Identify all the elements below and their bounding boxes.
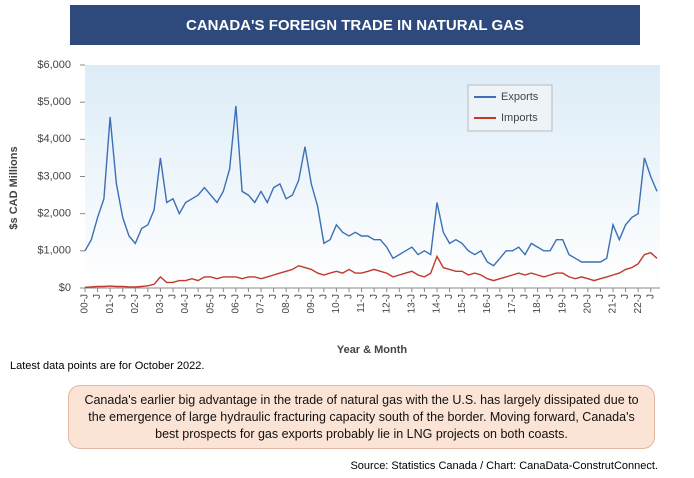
title-banner [70, 5, 640, 45]
x-tick-label: J [218, 294, 229, 299]
y-tick-label: $3,000 [37, 170, 71, 182]
source: Source: Statistics Canada / Chart: CanaD… [350, 460, 658, 472]
x-tick-label: J [394, 294, 405, 299]
legend-label: Imports [501, 112, 538, 124]
x-tick-label: J [369, 294, 380, 299]
series-line [84, 251, 658, 288]
x-tick-label: J [545, 294, 556, 299]
y-tick-label: $1,000 [37, 245, 71, 257]
commentary: Canada's earlier big advantage in the tr… [84, 392, 639, 441]
x-tick-label: 16-J [482, 294, 493, 313]
y-tick-label: $0 [59, 282, 71, 294]
y-tick-label: $2,000 [37, 208, 71, 220]
y-tick-label: $4,000 [37, 133, 71, 145]
x-tick-label: 18-J [532, 294, 543, 313]
x-tick-label: 09-J [306, 294, 317, 313]
plot-area [85, 65, 660, 288]
y-tick-label: $6,000 [37, 59, 71, 71]
x-tick-label: J [520, 294, 531, 299]
chart-title: CANADA'S FOREIGN TRADE IN NATURAL GAS [186, 17, 524, 34]
x-tick-label: J [344, 294, 355, 299]
legend-box [467, 84, 553, 132]
x-tick-label: J [268, 294, 279, 299]
x-tick-label: 02-J [130, 294, 141, 313]
x-tick-label: 05-J [205, 294, 216, 313]
x-tick-label: J [444, 294, 455, 299]
x-tick-label: J [595, 294, 606, 299]
x-tick-label: J [620, 294, 631, 299]
x-tick-label: J [243, 294, 254, 299]
x-tick-label: 15-J [457, 294, 468, 313]
x-tick-label: J [293, 294, 304, 299]
x-axis-label: Year & Month [337, 344, 408, 356]
x-tick-label: J [92, 294, 103, 299]
x-tick-label: 19-J [557, 294, 568, 313]
y-tick-label: $5,000 [37, 96, 71, 108]
x-tick-label: J [168, 294, 179, 299]
x-tick-label: J [117, 294, 128, 299]
x-tick-label: 12-J [381, 294, 392, 313]
x-tick-label: 20-J [582, 294, 593, 313]
x-tick-label: 04-J [180, 294, 191, 313]
x-tick-label: 14-J [432, 294, 443, 313]
x-tick-label: 11-J [356, 294, 367, 313]
x-tick-label: 06-J [230, 294, 241, 313]
chart: CANADA'S FOREIGN TRADE IN NATURAL GAS $s… [8, 5, 660, 356]
x-tick-label: 21-J [608, 294, 619, 313]
note: Latest data points are for October 2022. [10, 360, 205, 372]
y-axis-label: $s CAD Millions [8, 146, 20, 229]
x-tick-label: J [142, 294, 153, 299]
x-tick-label: J [419, 294, 430, 299]
x-tick-label: J [318, 294, 329, 299]
x-tick-label: J [469, 294, 480, 299]
x-tick-label: 17-J [507, 294, 518, 313]
x-tick-label: 03-J [155, 294, 166, 313]
x-tick-label: 08-J [281, 294, 292, 313]
x-tick-label: J [570, 294, 581, 299]
x-tick-label: 13-J [406, 294, 417, 313]
x-tick-label: 10-J [331, 294, 342, 313]
legend-label: Exports [501, 91, 539, 103]
x-tick-label: J [645, 294, 656, 299]
x-tick-label: 01-J [105, 294, 116, 313]
x-tick-label: 00-J [80, 294, 91, 313]
x-tick-label: J [494, 294, 505, 299]
commentary-box: Canada's earlier big advantage in the tr… [68, 385, 655, 449]
x-tick-label: 07-J [256, 294, 267, 313]
series-line [84, 105, 658, 267]
x-tick-label: 22-J [633, 294, 644, 313]
x-tick-label: J [193, 294, 204, 299]
